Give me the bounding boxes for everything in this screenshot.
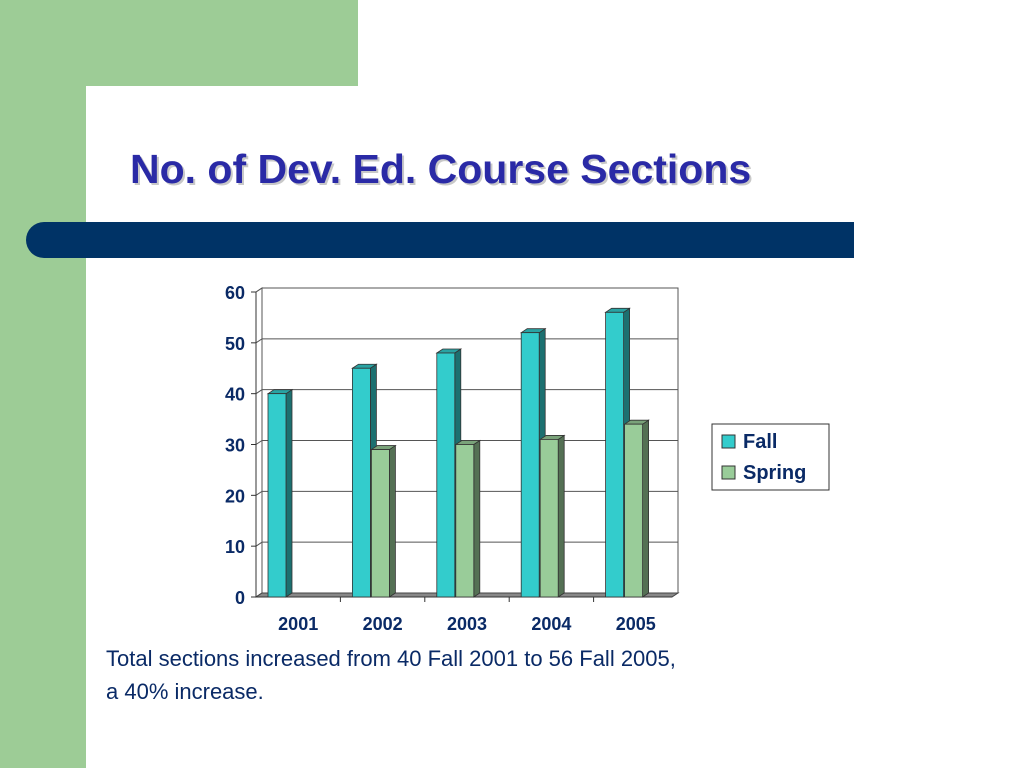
bar-front xyxy=(351,367,371,598)
legend: Fall Spring xyxy=(711,423,830,491)
bar-side xyxy=(557,434,565,598)
bar-spring-2003 xyxy=(454,439,482,598)
bar-front xyxy=(624,423,643,598)
top-accent-block xyxy=(0,0,358,86)
legend-swatch-fall xyxy=(721,434,736,449)
legend-label-spring: Spring xyxy=(743,462,806,484)
y-tick-label: 0 xyxy=(235,588,245,608)
bar-front xyxy=(370,449,390,598)
y-tick-label: 40 xyxy=(225,385,245,405)
bar-side xyxy=(285,388,293,598)
rounded-corner xyxy=(86,86,206,206)
bar-side xyxy=(388,444,396,598)
x-tick-label: 2002 xyxy=(363,614,403,634)
legend-swatch-spring xyxy=(721,465,736,480)
x-tick-label: 2005 xyxy=(616,614,656,634)
y-tick-label: 10 xyxy=(225,537,245,557)
bar-side xyxy=(642,419,649,598)
y-tick-label: 30 xyxy=(225,436,245,456)
bar-spring-2002 xyxy=(370,444,397,598)
bar-front xyxy=(520,332,540,598)
caption-line-2: a 40% increase. xyxy=(106,679,264,704)
bar-spring-2005 xyxy=(623,419,650,598)
slide-caption: Total sections increased from 40 Fall 20… xyxy=(106,642,866,708)
y-tick-label: 20 xyxy=(225,486,245,506)
bar-front xyxy=(539,439,559,598)
bar-side xyxy=(473,439,481,598)
bar-spring-2004 xyxy=(538,434,566,598)
title-underline-bar xyxy=(26,222,854,258)
y-tick-label: 50 xyxy=(225,334,245,354)
x-tick-label: 2004 xyxy=(531,614,571,634)
bar-front xyxy=(267,393,287,598)
gridline xyxy=(255,287,678,293)
slide-title: No. of Dev. Ed. Course Sections xyxy=(130,146,752,192)
bar-fall-2001 xyxy=(266,388,294,598)
bar-front xyxy=(455,444,475,598)
left-accent-strip xyxy=(0,0,86,768)
legend-label-fall: Fall xyxy=(743,431,777,453)
x-tick-label: 2003 xyxy=(447,614,487,634)
y-tick-label: 60 xyxy=(225,283,245,303)
bar-front xyxy=(436,352,456,598)
bar-front xyxy=(605,311,624,598)
caption-line-1: Total sections increased from 40 Fall 20… xyxy=(106,646,676,671)
x-tick-label: 2001 xyxy=(278,614,318,634)
